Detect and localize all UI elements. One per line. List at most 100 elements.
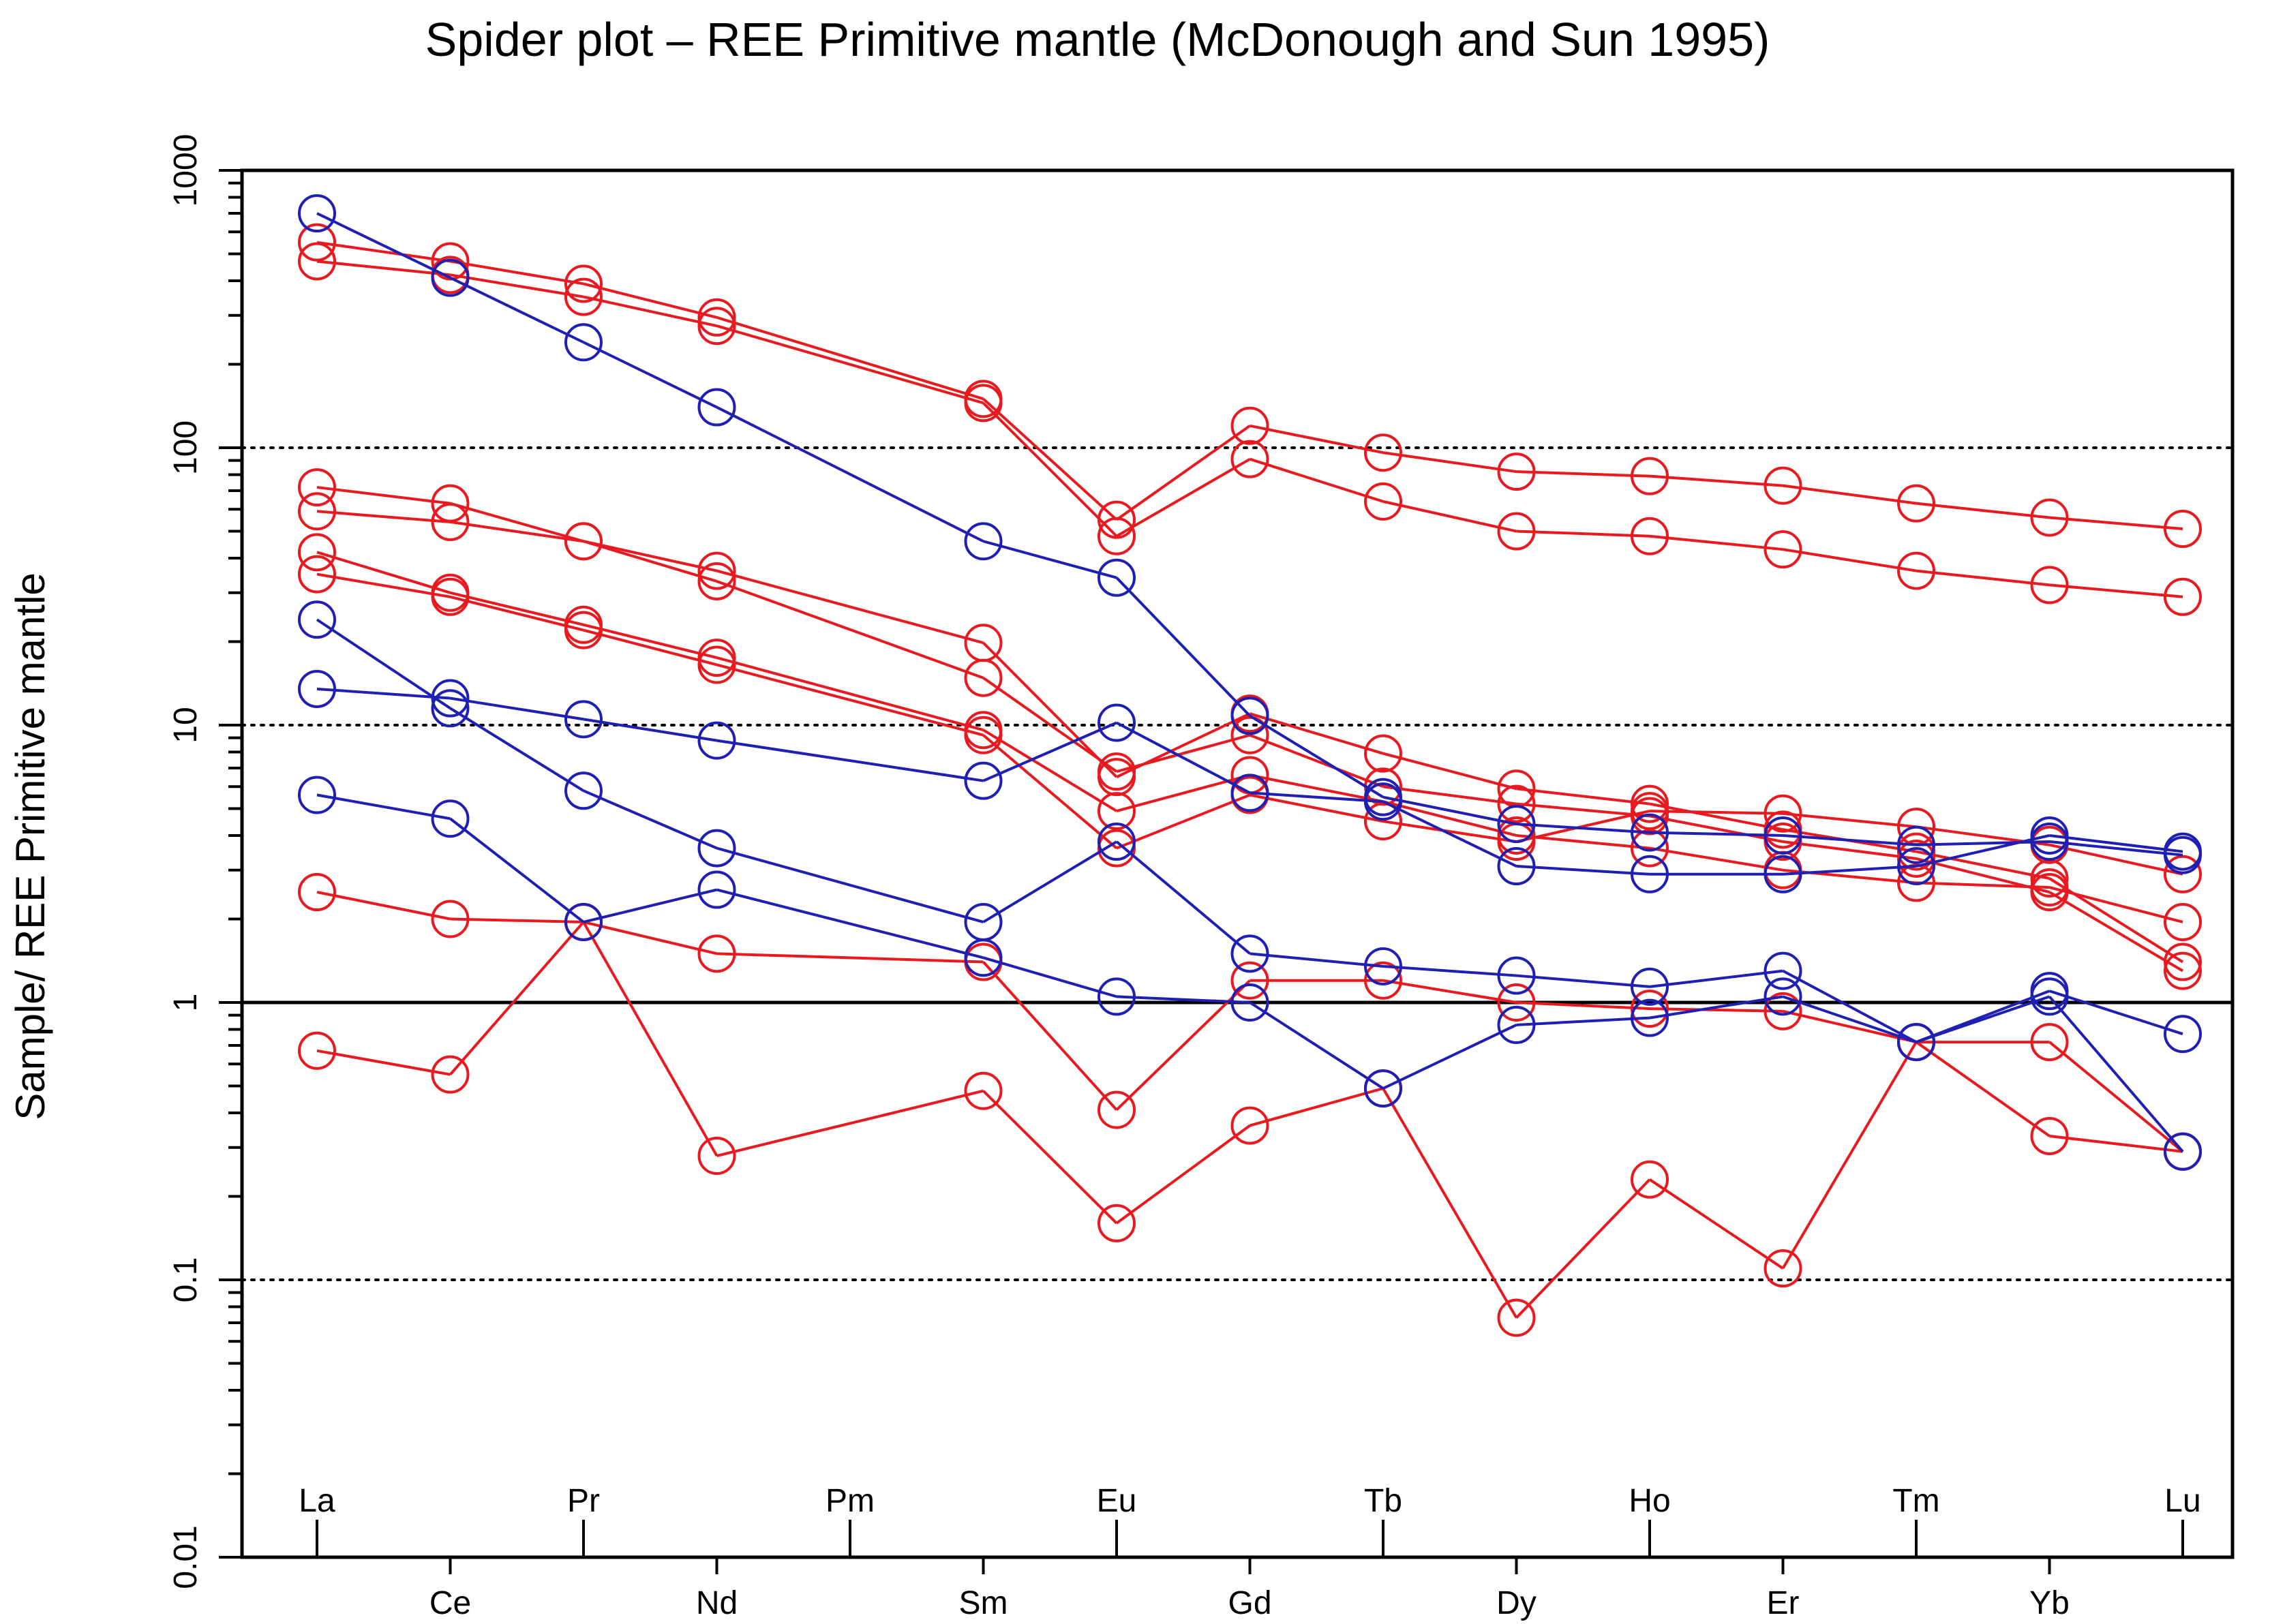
series-segment <box>1782 969 1917 1043</box>
series-segment <box>982 1090 1118 1225</box>
y-tick-label: 1 <box>168 994 204 1012</box>
series-segment <box>583 341 718 409</box>
series-segment <box>1783 1009 1917 1044</box>
series-segment <box>1781 1041 1918 1270</box>
data-point <box>1098 1204 1136 1242</box>
data-point <box>298 533 336 572</box>
y-tick-label: 100 <box>168 420 204 475</box>
series-segment <box>1249 733 1384 788</box>
series-segment <box>316 793 451 821</box>
x-tick-label: Ho <box>1629 1483 1670 1519</box>
data-point <box>1364 947 1402 985</box>
series-segment <box>716 952 984 964</box>
data-point <box>298 776 336 814</box>
x-tick-label: Yb <box>2029 1585 2070 1621</box>
series-segment <box>316 1049 451 1076</box>
series-segment <box>716 846 984 923</box>
data-point <box>1497 956 1536 995</box>
data-point <box>1497 1298 1536 1337</box>
series-segment <box>1516 530 1650 538</box>
data-point <box>431 900 470 938</box>
data-point <box>1364 734 1402 773</box>
series-segment <box>1382 979 1517 1004</box>
series-segment <box>982 729 1118 812</box>
data-point <box>1631 457 1669 495</box>
series-segment <box>1382 500 1517 533</box>
series-segment <box>316 486 451 505</box>
data-point <box>1230 1106 1269 1145</box>
data-point <box>564 264 603 303</box>
data-point <box>431 502 470 541</box>
series-segment <box>1382 1088 1518 1319</box>
series-segment <box>1516 974 1650 988</box>
series-segment <box>716 656 984 732</box>
series-segment <box>1783 865 1917 876</box>
x-tick-label: Er <box>1767 1585 1800 1621</box>
series-segment <box>1916 881 2050 889</box>
x-tick-label: Ce <box>429 1585 471 1621</box>
series-segment <box>716 580 984 679</box>
data-point <box>1364 433 1402 472</box>
series-segment <box>982 721 1117 782</box>
series-segment <box>1382 800 1517 837</box>
data-point <box>1764 466 1802 505</box>
data-point <box>1631 967 1669 1006</box>
x-tick-label: Pr <box>567 1483 600 1519</box>
axes: 0.01 0.1 1 10 100 1000 La Ce Pr Nd Pm Sm Eu Gd Tb Dy Ho E… <box>168 134 2201 1621</box>
data-point <box>964 522 1003 561</box>
data-point <box>2164 855 2202 893</box>
series-segment <box>2049 516 2183 531</box>
series-segment <box>2048 891 2184 972</box>
data-point <box>964 1071 1003 1110</box>
data-point <box>1098 703 1136 742</box>
series-red-2 <box>298 242 2202 616</box>
series-segment <box>583 540 718 583</box>
data-point <box>1230 961 1269 1000</box>
chart-title: Spider plot – REE Primitive mantle (McDo… <box>425 13 1770 66</box>
series-segment <box>982 840 1118 923</box>
series-segment <box>2049 583 2183 598</box>
x-tick-label: Nd <box>696 1585 738 1621</box>
series-segment <box>450 273 584 298</box>
series-segment <box>1649 810 1783 815</box>
y-tick-label: 10 <box>168 707 204 743</box>
series-segment <box>450 520 584 543</box>
series-segment <box>1516 787 1650 806</box>
series-segment <box>1116 995 1250 1004</box>
data-point <box>1364 961 1402 1000</box>
series-segment <box>1382 795 1517 826</box>
data-point <box>1897 847 1935 886</box>
series-segment <box>449 921 585 1075</box>
data-point <box>2030 816 2069 855</box>
series-segment <box>1783 840 1917 860</box>
data-point <box>697 645 736 684</box>
series-segment <box>316 260 451 277</box>
series-segment <box>982 956 1117 998</box>
data-point <box>2164 951 2202 990</box>
series-segment <box>1115 457 1251 538</box>
series-segment <box>1916 850 2050 880</box>
series-segment <box>450 696 584 721</box>
series-segment <box>1916 502 2050 519</box>
series-segment <box>2049 840 2183 857</box>
data-point <box>298 223 336 262</box>
data-point <box>697 298 736 337</box>
data-point <box>697 562 736 600</box>
data-point <box>2164 510 2202 549</box>
data-point <box>697 829 736 868</box>
x-tick-label: La <box>299 1483 335 1519</box>
data-point <box>1497 512 1536 551</box>
y-tick-label: 1000 <box>168 134 204 207</box>
series-segment <box>1382 752 1517 791</box>
series-segment <box>316 618 451 709</box>
series-segment <box>1915 1041 2050 1137</box>
x-tick-label: Tm <box>1892 1483 1939 1519</box>
data-point <box>1764 855 1802 893</box>
series-segment <box>582 921 718 1156</box>
series-segment <box>982 961 1118 1111</box>
series-segment <box>450 917 584 923</box>
series-segment <box>1249 712 1384 755</box>
data-point <box>1897 839 1935 878</box>
series-segment <box>450 260 584 286</box>
series-red-8 <box>298 902 2202 1337</box>
